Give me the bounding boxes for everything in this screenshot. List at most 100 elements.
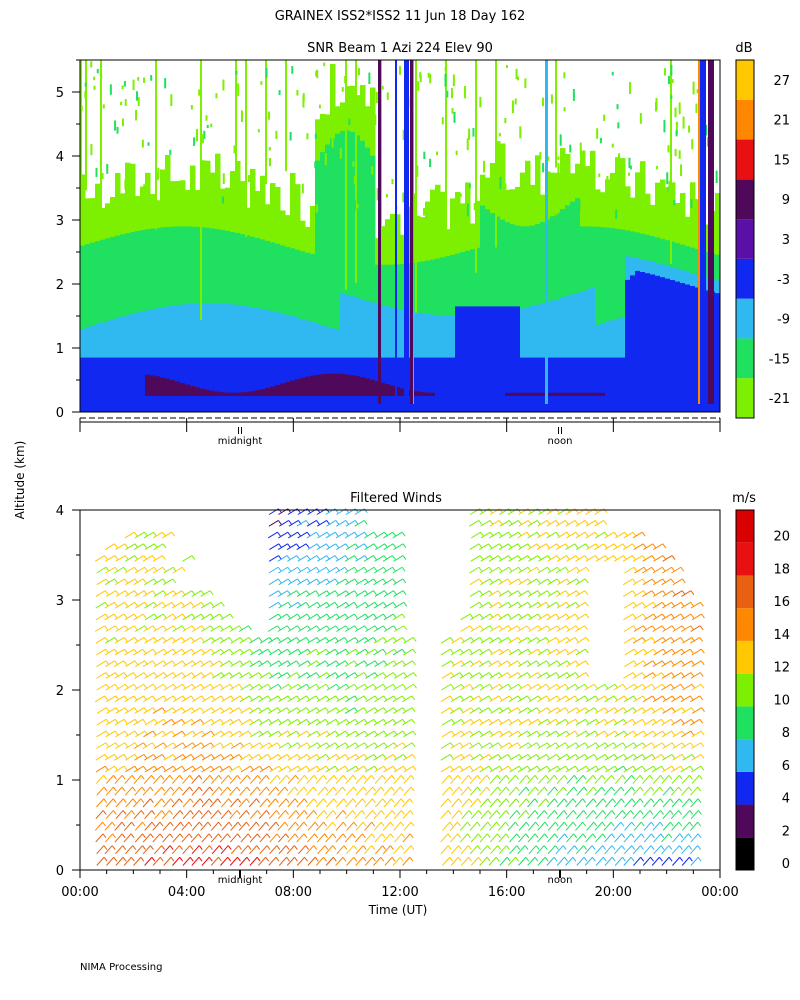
snr-cell — [535, 392, 541, 396]
wind-barb — [557, 578, 568, 586]
wind-barb-flag — [316, 613, 321, 619]
wind-barb — [643, 798, 652, 808]
wind-barb — [345, 543, 356, 551]
wind-barb-flag — [256, 856, 261, 862]
wind-barb-flag — [332, 833, 337, 839]
wind-barb-flag — [259, 765, 264, 771]
wind-barb-flag — [661, 602, 666, 607]
snr-speckle — [582, 164, 585, 174]
wind-barb — [555, 648, 566, 656]
wind-barb-flag — [305, 602, 310, 607]
wind-barb-flag — [594, 695, 599, 701]
wind-barb — [125, 730, 136, 738]
wind-barb-flag — [286, 672, 291, 677]
wind-barb-flag — [574, 508, 579, 514]
wind-barb-flag — [363, 520, 368, 525]
wind-barb-flag — [383, 566, 387, 572]
wind-barb-flag — [285, 798, 290, 804]
snr-cell — [610, 357, 616, 406]
wind-barb — [652, 660, 663, 668]
wind-barb-flag — [614, 730, 619, 736]
wind-barb — [250, 775, 259, 784]
wind-barb — [633, 613, 644, 621]
snr-cell — [640, 272, 646, 406]
wind-barb-flag — [372, 810, 376, 815]
wind-barb — [152, 754, 163, 761]
wind-barb-flag — [477, 845, 481, 850]
wind-barb-flag — [218, 845, 223, 850]
wind-barb-flag — [335, 730, 339, 736]
wind-barb — [365, 672, 376, 679]
wind-barb-flag — [508, 566, 513, 572]
wind-barb — [594, 845, 603, 855]
wind-barb — [344, 660, 355, 668]
wind-barb — [480, 742, 491, 749]
wind-barb — [134, 672, 145, 679]
wind-barb — [163, 683, 174, 691]
wind-barb — [191, 765, 202, 773]
wind-barb — [537, 625, 548, 632]
wind-barb-flag — [603, 765, 608, 771]
wind-barb-flag — [123, 566, 127, 572]
wind-barb — [268, 730, 279, 738]
wind-barb — [365, 660, 376, 668]
wind-barb-flag — [611, 845, 616, 850]
wind-barb — [480, 555, 491, 562]
wind-barb — [181, 601, 192, 609]
wind-barb — [315, 798, 324, 808]
snr-cell — [540, 357, 546, 406]
wind-barb — [201, 625, 211, 632]
wind-barb — [642, 566, 652, 574]
wind-barb — [316, 810, 325, 820]
wind-barb — [287, 578, 298, 586]
wind-barb-flag — [201, 648, 206, 654]
winds-x-axis: 00:00 04:00 08:00 12:00 16:00 20:00 00:00 — [61, 870, 739, 900]
wind-barb — [642, 810, 651, 820]
wind-barb — [288, 810, 297, 820]
wind-barb — [517, 845, 526, 855]
wind-barb-flag — [238, 719, 243, 724]
wind-barb — [296, 637, 307, 644]
wind-barb-flag — [134, 555, 139, 560]
wind-barb-flag — [679, 856, 684, 862]
wind-barb — [278, 601, 289, 609]
wind-barb — [354, 520, 365, 527]
wind-barb — [307, 754, 317, 761]
wind-barb — [632, 810, 641, 820]
wind-barb — [480, 613, 491, 621]
wind-barb-flag — [133, 613, 138, 619]
wind-barb-flag — [219, 613, 224, 619]
snr-spike — [545, 60, 548, 412]
wind-barb — [306, 520, 317, 527]
wind-barb-flag — [364, 625, 368, 631]
wind-barb — [105, 637, 115, 644]
wind-barb — [442, 786, 451, 796]
wind-barb-flag — [534, 775, 539, 780]
wind-barb-flag — [497, 833, 501, 839]
snr-cell — [285, 382, 291, 396]
wind-barb-flag — [198, 775, 203, 780]
wind-barb — [373, 683, 384, 691]
wind-barb-flag — [536, 520, 541, 525]
snr-speckle — [606, 176, 609, 183]
wind-barb — [163, 625, 174, 632]
wind-barb — [115, 810, 124, 820]
wind-barb-flag — [460, 637, 465, 642]
winds-colorbar-swatch — [736, 510, 754, 543]
wind-barb-flag — [412, 648, 417, 654]
wind-barb — [547, 566, 558, 574]
wind-barb — [287, 775, 296, 784]
wind-barb-flag — [371, 821, 376, 827]
wind-barb-flag — [191, 625, 196, 631]
wind-barb — [172, 672, 183, 679]
wind-barb — [172, 707, 183, 714]
snr-cell — [670, 60, 672, 265]
wind-barb — [200, 821, 209, 831]
wind-barb — [643, 648, 654, 656]
wind-barb-flag — [374, 730, 378, 736]
wind-barb — [613, 718, 624, 726]
wind-barb — [441, 775, 450, 784]
snr-speckle — [692, 81, 695, 95]
wind-barb-flag — [363, 695, 368, 701]
wind-barb — [584, 845, 593, 855]
